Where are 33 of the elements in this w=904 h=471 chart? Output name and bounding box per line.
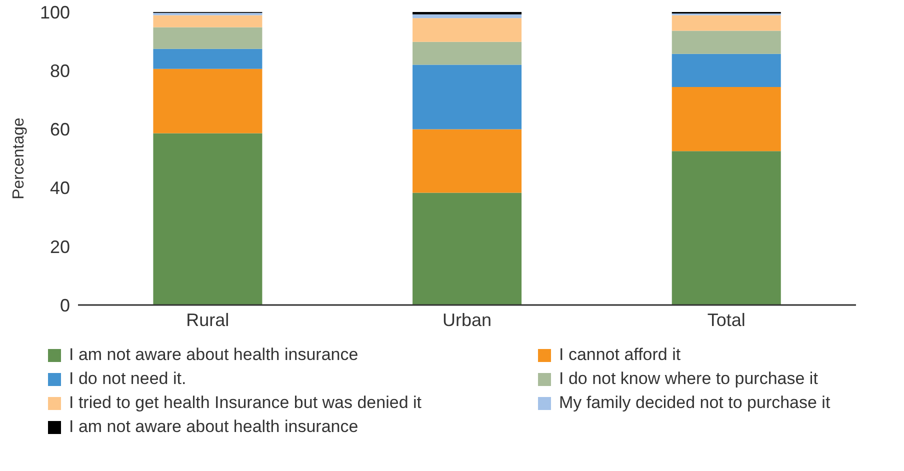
legend-label: I am not aware about health insurance xyxy=(69,417,358,437)
bar xyxy=(672,15,781,31)
bar xyxy=(412,192,522,305)
x-tick-label: Rural xyxy=(186,310,230,330)
x-tick-label: Urban xyxy=(442,310,492,330)
bar xyxy=(153,27,262,49)
bar xyxy=(412,129,522,193)
bar xyxy=(672,151,781,305)
y-tick-label: 100 xyxy=(40,2,70,22)
legend-label: My family decided not to purchase it xyxy=(559,393,830,413)
legend-label: I do not need it. xyxy=(69,369,186,389)
legend-label: I cannot afford it xyxy=(559,345,681,365)
bar xyxy=(672,54,781,88)
y-axis-title: Percentage xyxy=(10,117,28,200)
bar xyxy=(153,68,262,134)
bar xyxy=(153,133,262,305)
legend-label: I am not aware about health insurance xyxy=(69,345,358,365)
y-tick-label: 80 xyxy=(50,60,70,81)
bar xyxy=(412,18,522,42)
legend-label: I tried to get health Insurance but was denied it xyxy=(69,393,422,413)
legend-label: I do not know where to purchase it xyxy=(559,369,818,389)
bar xyxy=(153,48,262,69)
bar xyxy=(412,14,522,18)
bar xyxy=(153,15,262,28)
y-tick-label: 60 xyxy=(50,120,70,140)
bar xyxy=(672,87,781,152)
x-tick-label: Total xyxy=(707,310,746,330)
bar xyxy=(412,42,522,65)
bar xyxy=(672,30,781,54)
y-tick-label: 40 xyxy=(50,178,70,198)
bar xyxy=(412,64,522,130)
y-tick-label: 0 xyxy=(60,295,70,316)
y-tick-label: 20 xyxy=(50,236,70,257)
